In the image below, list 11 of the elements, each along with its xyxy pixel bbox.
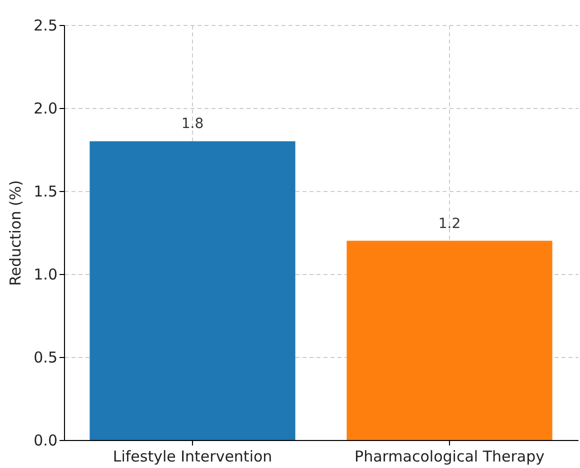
- y-tick-label: 2.5: [34, 16, 58, 34]
- x-tick-label: Lifestyle Intervention: [112, 448, 272, 466]
- data-label: 1.8: [181, 116, 204, 132]
- y-tick-label: 2.0: [34, 100, 58, 118]
- y-tick-label: 0.5: [34, 348, 58, 366]
- y-tick-label: 1.0: [34, 266, 58, 284]
- y-tick-label: 1.5: [34, 182, 58, 200]
- data-label: 1.2: [438, 216, 461, 232]
- y-axis-title: Reduction (%): [6, 180, 25, 286]
- x-tick-label: Pharmacological Therapy: [354, 448, 545, 466]
- y-tick-label: 0.0: [34, 432, 58, 450]
